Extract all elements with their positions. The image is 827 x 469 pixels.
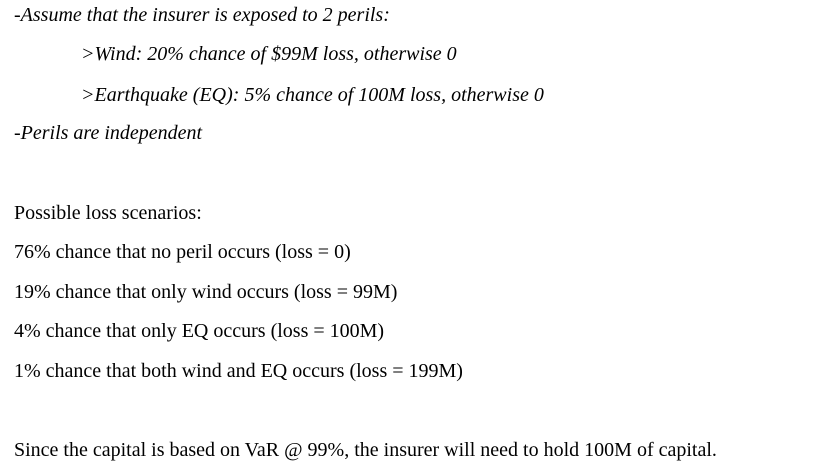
- capital-conclusion: Since the capital is based on VaR @ 99%,…: [14, 439, 717, 461]
- scenario-item-wind-only: 19% chance that only wind occurs (loss =…: [14, 281, 398, 303]
- scenarios-heading: Possible loss scenarios:: [14, 202, 202, 224]
- scenario-item-both: 1% chance that both wind and EQ occurs (…: [14, 360, 463, 382]
- independence-assumption: -Perils are independent: [14, 122, 203, 144]
- assumption-intro: -Assume that the insurer is exposed to 2…: [14, 4, 390, 26]
- scenario-item-eq-only: 4% chance that only EQ occurs (loss = 10…: [14, 320, 385, 342]
- earthquake-peril-assumption: >Earthquake (EQ): 5% chance of 100M loss…: [81, 84, 544, 106]
- wind-peril-assumption: >Wind: 20% chance of $99M loss, otherwis…: [81, 43, 457, 65]
- scenario-item-no-peril: 76% chance that no peril occurs (loss = …: [14, 241, 351, 263]
